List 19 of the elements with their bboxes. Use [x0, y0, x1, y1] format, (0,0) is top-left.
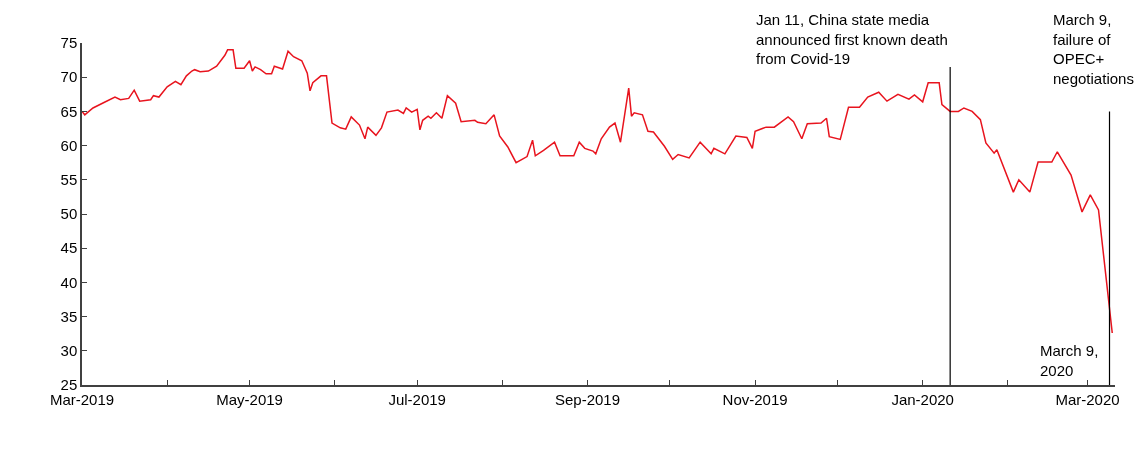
- annotation: March 9, 2020: [1040, 342, 1099, 379]
- y-tick-label: 50: [60, 205, 78, 223]
- x-tick-label: Sep-2019: [554, 390, 621, 408]
- ref-line-label: March 9, failure of OPEC+ negotiations: [1053, 11, 1134, 87]
- y-tick-label: 45: [60, 239, 78, 257]
- x-tick-label: Nov-2019: [722, 390, 788, 408]
- y-tick-label: 55: [60, 171, 78, 189]
- ref-line-label: Jan 11, China state media announced first known death from Covid-19: [756, 11, 948, 67]
- x-tick-label: Jul-2019: [388, 390, 446, 408]
- y-tick-label: 40: [60, 273, 78, 291]
- y-tick-label: 65: [60, 102, 78, 120]
- y-tick-label: 35: [60, 307, 78, 325]
- x-tick-label: May-2019: [216, 390, 283, 408]
- y-tick-label: 30: [60, 342, 78, 360]
- y-tick-label: 75: [60, 34, 78, 52]
- y-tick-label: 70: [60, 68, 78, 86]
- y-tick-label: 60: [60, 136, 78, 154]
- x-tick-label: Jan-2020: [891, 390, 954, 408]
- x-tick-label: Mar-2020: [1055, 390, 1120, 408]
